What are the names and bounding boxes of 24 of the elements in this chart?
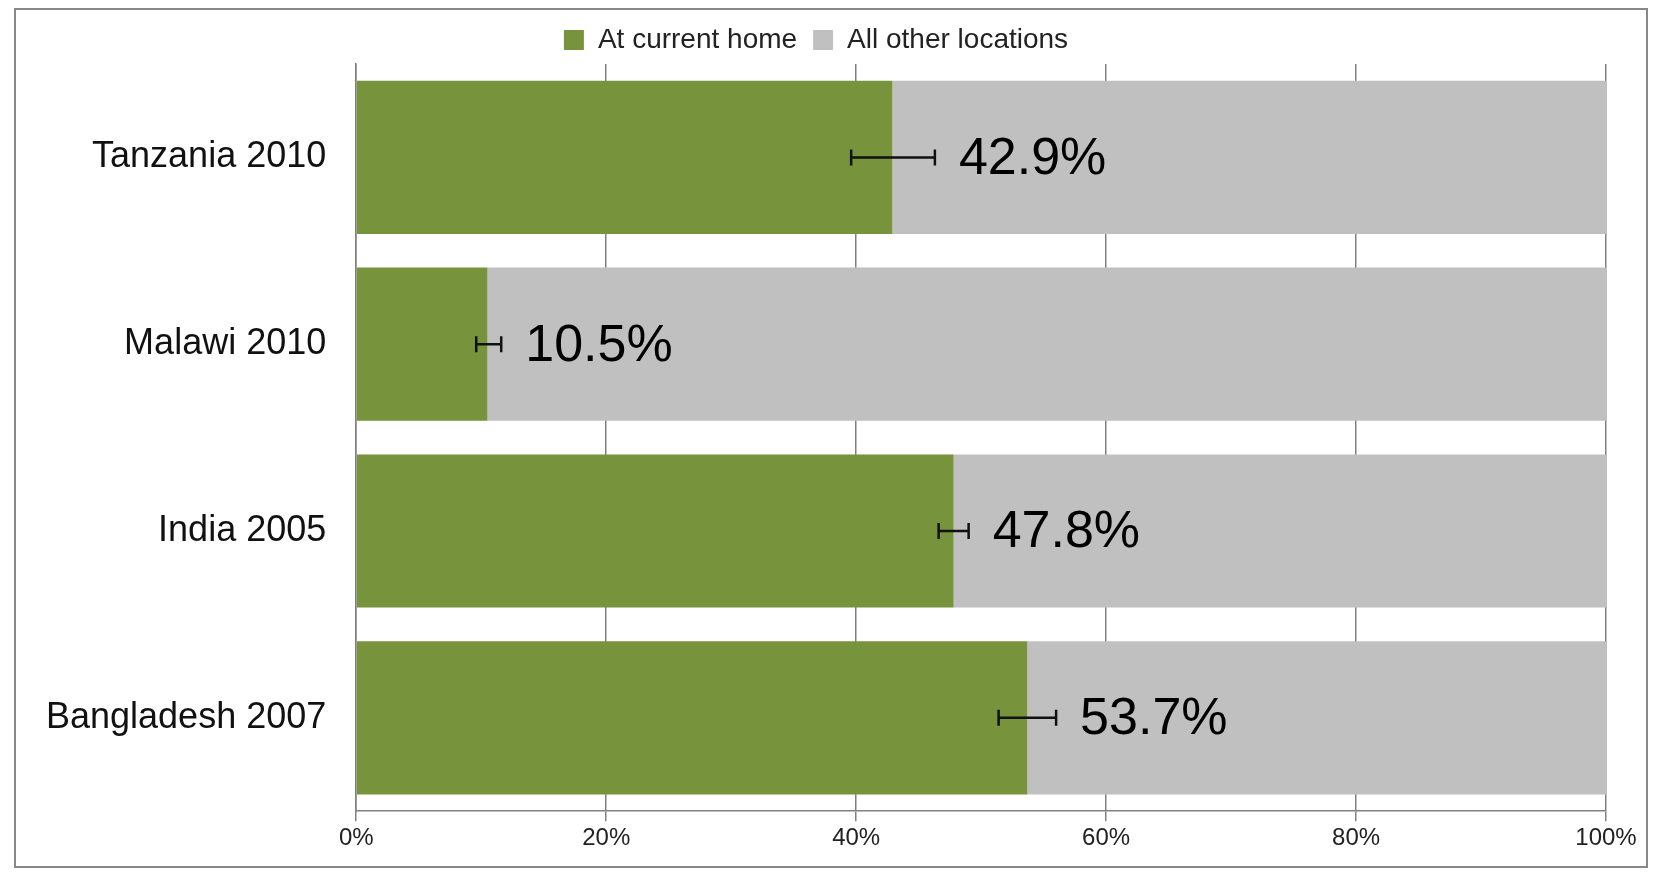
y-tick-label: India 2005	[158, 507, 327, 549]
bar	[357, 80, 893, 234]
legend-label: All other locations	[847, 22, 1069, 54]
bar	[953, 454, 1606, 608]
x-tick-label: 20%	[582, 823, 631, 851]
x-tick-label: 100%	[1575, 823, 1637, 851]
x-tick-label: 60%	[1082, 823, 1131, 851]
y-tick-label: Bangladesh 2007	[46, 694, 327, 736]
bar	[1027, 641, 1606, 795]
y-tick-label: Malawi 2010	[124, 321, 327, 363]
bar	[357, 267, 488, 421]
bar	[357, 641, 1028, 795]
x-tick-label: 80%	[1332, 823, 1381, 851]
bar	[487, 267, 1606, 421]
data-label: 47.8%	[992, 500, 1141, 559]
bar	[892, 80, 1606, 234]
bar	[357, 454, 954, 608]
data-label: 10.5%	[525, 313, 673, 372]
legend-label: At current home	[597, 22, 798, 54]
y-tick-label: Tanzania 2010	[92, 134, 327, 176]
data-label: 53.7%	[1080, 687, 1228, 746]
x-tick-label: 0%	[338, 823, 374, 851]
data-label: 42.9%	[958, 126, 1107, 185]
x-tick-label: 40%	[832, 823, 881, 851]
